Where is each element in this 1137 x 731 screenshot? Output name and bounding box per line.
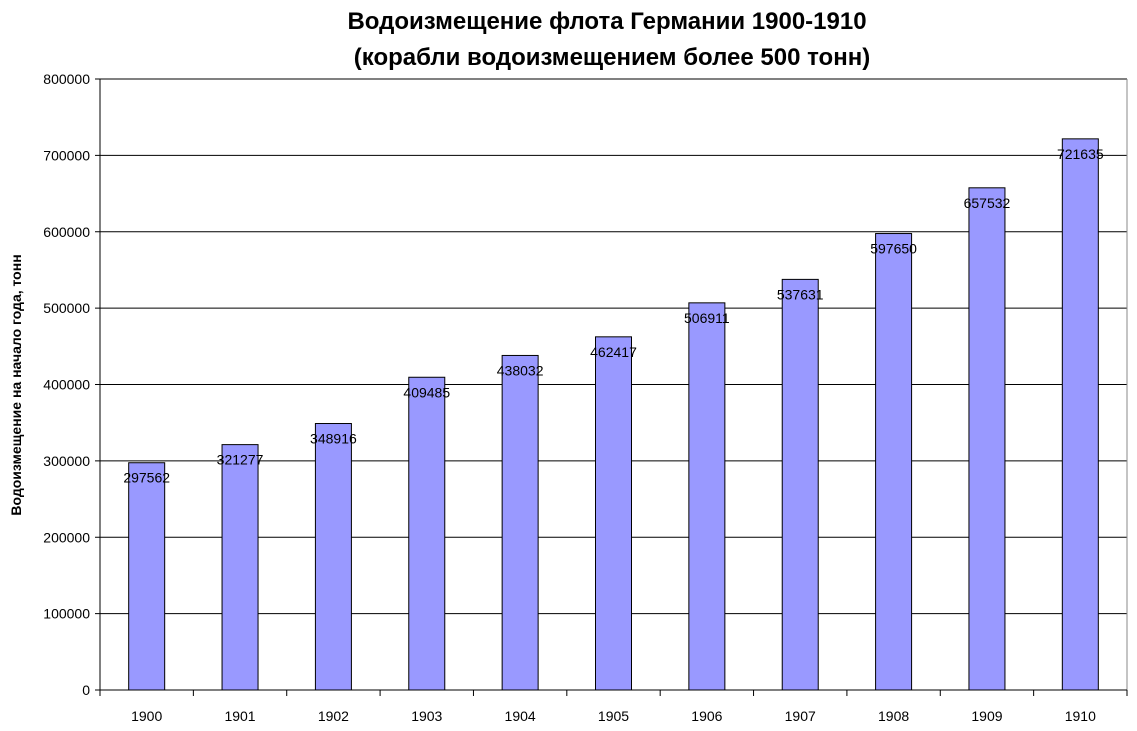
data-label: 297562 [123, 470, 170, 486]
bar-1908 [875, 233, 913, 691]
x-tick-label: 1910 [1065, 708, 1096, 724]
data-label: 321277 [217, 452, 264, 468]
data-label: 597650 [870, 241, 917, 257]
x-tick-label: 1905 [598, 708, 629, 724]
x-tick-label: 1906 [691, 708, 722, 724]
bar-1903 [408, 376, 446, 691]
bar-1906 [688, 302, 726, 691]
y-tick-label: 400000 [43, 377, 90, 393]
y-tick-label: 800000 [43, 71, 90, 87]
y-tick-label: 0 [82, 682, 90, 698]
y-tick-label: 700000 [43, 147, 90, 163]
x-tick-label: 1900 [131, 708, 162, 724]
data-label: 721635 [1057, 146, 1104, 162]
bar-1902 [314, 423, 352, 691]
x-tick-label: 1909 [971, 708, 1002, 724]
x-tick-label: 1901 [224, 708, 255, 724]
y-tick-label: 600000 [43, 224, 90, 240]
data-label: 537631 [777, 286, 824, 302]
data-label: 438032 [497, 362, 544, 378]
bar-1907 [781, 278, 819, 691]
bar-1905 [595, 336, 632, 691]
bar-1904 [501, 354, 539, 691]
bar-1901 [221, 444, 259, 691]
x-tick-label: 1907 [785, 708, 816, 724]
data-label: 348916 [310, 431, 357, 447]
y-tick-label: 300000 [43, 453, 90, 469]
x-tick-label: 1903 [411, 708, 442, 724]
x-tick-label: 1908 [878, 708, 909, 724]
data-label: 506911 [684, 310, 730, 326]
y-tick-label: 500000 [43, 300, 90, 316]
data-label: 462417 [590, 344, 637, 360]
chart-title-line-1: Водоизмещение флота Германии 1900-1910 [347, 8, 866, 35]
chart-title-line-2: (корабли водоизмещением более 500 тонн) [354, 44, 870, 71]
bar-1909 [968, 187, 1006, 691]
y-tick-label: 200000 [43, 529, 90, 545]
x-tick-label: 1902 [318, 708, 349, 724]
x-tick-label: 1904 [505, 708, 536, 724]
y-tick-label: 100000 [43, 606, 90, 622]
bar-1910 [1061, 138, 1099, 691]
y-axis-label: Водоизмещение на начало года, тонн [8, 254, 24, 515]
data-label: 409485 [403, 384, 450, 400]
bar-1900 [128, 462, 166, 691]
data-label: 657532 [964, 195, 1011, 211]
